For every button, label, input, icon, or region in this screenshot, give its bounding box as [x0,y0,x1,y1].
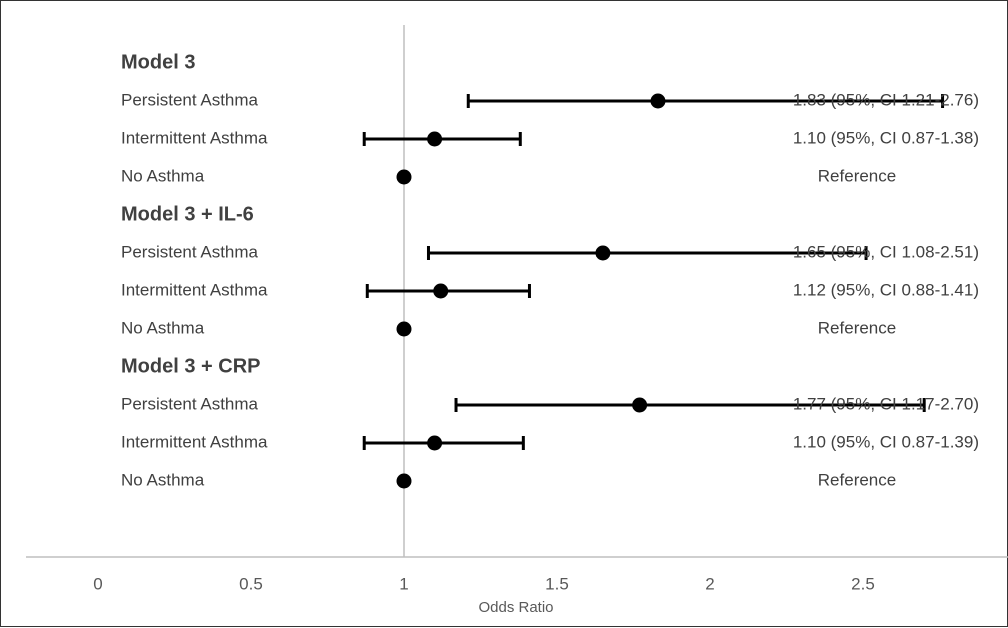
odds-ratio-point [396,473,412,489]
group-label: Model 3 [121,51,195,73]
group-label: Model 3 + IL-6 [121,203,254,225]
row-label: No Asthma [121,470,205,489]
ci-value-label: 1.12 (95%, CI 0.88-1.41) [793,280,979,299]
row-label: No Asthma [121,318,205,337]
odds-ratio-point [650,93,666,109]
reference-label: Reference [818,166,896,185]
x-tick-label: 1.5 [545,574,569,593]
x-axis-title: Odds Ratio [478,599,553,616]
odds-ratio-point [396,169,412,185]
row-label: Persistent Asthma [121,394,259,413]
row-label: Persistent Asthma [121,242,259,261]
ci-value-label: 1.65 (95%, CI 1.08-2.51) [793,242,979,261]
odds-ratio-point [632,397,648,413]
reference-label: Reference [818,318,896,337]
reference-label: Reference [818,470,896,489]
row-label: Intermittent Asthma [121,432,268,451]
x-tick-label: 2 [705,574,714,593]
ci-value-label: 1.77 (95%, CI 1.17-2.70) [793,394,979,413]
row-label: Intermittent Asthma [121,280,268,299]
ci-value-label: 1.83 (95%, CI 1.21-2.76) [793,90,979,109]
x-tick-label: 0 [93,574,102,593]
ci-value-label: 1.10 (95%, CI 0.87-1.39) [793,432,979,451]
row-label: No Asthma [121,166,205,185]
row-label: Intermittent Asthma [121,128,268,147]
odds-ratio-point [433,283,449,299]
group-label: Model 3 + CRP [121,355,260,377]
odds-ratio-point [427,131,443,147]
x-tick-label: 1 [399,574,408,593]
odds-ratio-point [396,321,412,337]
odds-ratio-point [595,245,611,261]
x-tick-label: 0.5 [239,574,263,593]
ci-value-label: 1.10 (95%, CI 0.87-1.38) [793,128,979,147]
x-tick-label: 2.5 [851,574,875,593]
row-label: Persistent Asthma [121,90,259,109]
odds-ratio-point [427,435,443,451]
